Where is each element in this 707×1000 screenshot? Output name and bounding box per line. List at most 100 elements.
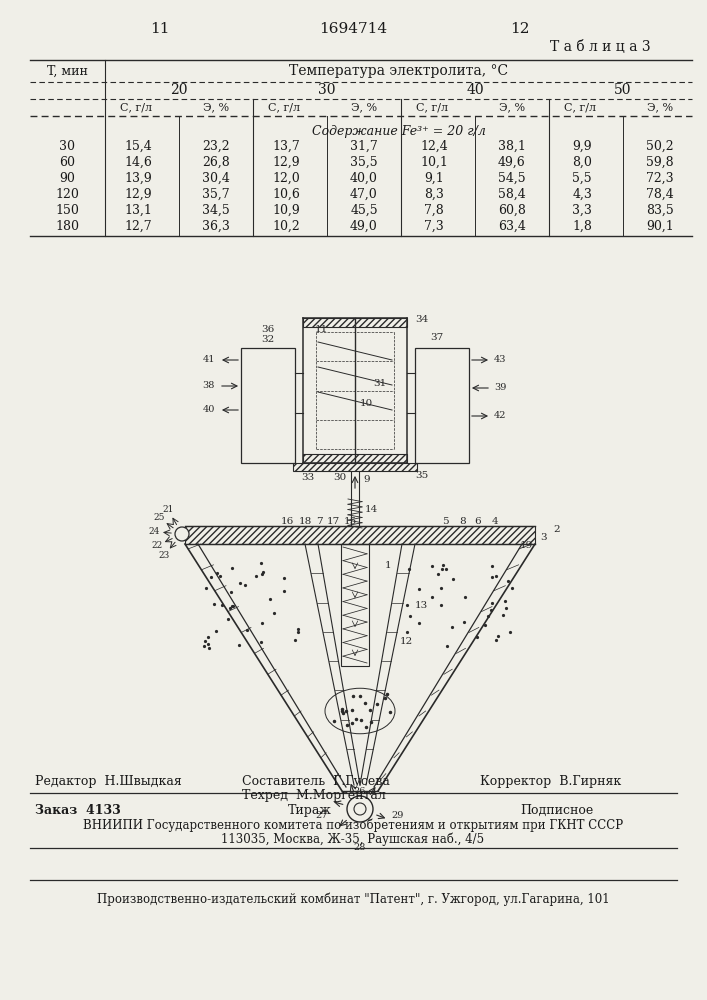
- Text: 21: 21: [163, 505, 174, 514]
- Text: 11: 11: [315, 326, 328, 334]
- Text: 24: 24: [148, 527, 160, 536]
- Circle shape: [175, 527, 189, 541]
- Text: Составитель  Г.Гусева: Составитель Г.Гусева: [242, 775, 390, 788]
- Text: 35: 35: [415, 471, 428, 480]
- Text: Э, %: Э, %: [203, 103, 229, 112]
- Text: 60: 60: [59, 155, 76, 168]
- Text: 10,2: 10,2: [272, 220, 300, 232]
- Text: 40,0: 40,0: [350, 172, 378, 184]
- Text: Э, %: Э, %: [351, 103, 377, 112]
- Text: 13,1: 13,1: [124, 204, 152, 217]
- Text: 40: 40: [203, 406, 215, 414]
- Text: 42: 42: [494, 412, 506, 420]
- Text: 16: 16: [281, 516, 293, 526]
- Text: 4: 4: [491, 516, 498, 526]
- Text: 14: 14: [365, 504, 378, 514]
- Text: 27: 27: [316, 810, 328, 820]
- Text: 12: 12: [400, 637, 414, 646]
- Text: 83,5: 83,5: [646, 204, 674, 217]
- Text: ВНИИПИ Государственного комитета по изобретениям и открытиям при ГКНТ СССР: ВНИИПИ Государственного комитета по изоб…: [83, 819, 623, 832]
- Text: 9: 9: [363, 475, 370, 484]
- Text: 20: 20: [170, 84, 188, 98]
- Text: 17: 17: [327, 516, 339, 526]
- Bar: [185, 526, 535, 544]
- Text: 15,4: 15,4: [124, 139, 152, 152]
- Bar: [293, 463, 417, 471]
- Text: 31: 31: [373, 378, 386, 387]
- Text: 29: 29: [392, 810, 404, 820]
- Text: 41: 41: [202, 356, 215, 364]
- Text: Производственно-издательский комбинат "Патент", г. Ужгород, ул.Гагарина, 101: Производственно-издательский комбинат "П…: [97, 892, 609, 906]
- Text: 19: 19: [520, 542, 533, 550]
- Circle shape: [347, 796, 373, 822]
- Text: 1: 1: [385, 562, 392, 570]
- Text: 9,1: 9,1: [424, 172, 444, 184]
- Text: 30: 30: [318, 84, 336, 98]
- Text: 49,0: 49,0: [350, 220, 378, 232]
- Text: 47,0: 47,0: [350, 188, 378, 200]
- Text: 49,6: 49,6: [498, 155, 526, 168]
- Text: 33: 33: [301, 473, 314, 482]
- Text: 113035, Москва, Ж-35, Раушская наб., 4/5: 113035, Москва, Ж-35, Раушская наб., 4/5: [221, 832, 484, 846]
- Text: 12,0: 12,0: [272, 172, 300, 184]
- Text: Тираж: Тираж: [288, 804, 332, 817]
- Text: 78,4: 78,4: [646, 188, 674, 200]
- Text: 3: 3: [540, 534, 547, 542]
- Text: Э, %: Э, %: [499, 103, 525, 112]
- Text: 54,5: 54,5: [498, 172, 526, 184]
- Text: 1694714: 1694714: [319, 22, 387, 36]
- Text: Температура электролита, °C: Температура электролита, °C: [289, 64, 508, 78]
- Text: 23: 23: [158, 551, 170, 560]
- Text: С, г/л: С, г/л: [564, 103, 596, 112]
- Text: Э, %: Э, %: [647, 103, 673, 112]
- Text: 150: 150: [56, 204, 79, 217]
- Text: 37: 37: [431, 334, 443, 342]
- Text: 50,2: 50,2: [646, 139, 674, 152]
- Text: 22: 22: [151, 541, 162, 550]
- Text: 12,4: 12,4: [421, 139, 448, 152]
- Text: 23,2: 23,2: [202, 139, 230, 152]
- Text: 10,9: 10,9: [272, 204, 300, 217]
- Text: 10: 10: [360, 398, 373, 408]
- Text: Подписное: Подписное: [520, 804, 593, 817]
- Text: 120: 120: [56, 188, 79, 200]
- Text: 72,3: 72,3: [646, 172, 674, 184]
- Text: 180: 180: [56, 220, 79, 232]
- Text: С, г/л: С, г/л: [120, 103, 152, 112]
- Text: 4,3: 4,3: [573, 188, 592, 200]
- Text: 18: 18: [298, 516, 312, 526]
- Text: 13,7: 13,7: [272, 139, 300, 152]
- Text: 28: 28: [354, 842, 366, 852]
- Text: 34,5: 34,5: [202, 204, 230, 217]
- Text: 8: 8: [460, 516, 467, 526]
- Text: 35,5: 35,5: [350, 155, 378, 168]
- Text: 7: 7: [316, 516, 322, 526]
- Bar: [241, 348, 295, 463]
- Text: 30: 30: [333, 473, 346, 482]
- Text: 45,5: 45,5: [350, 204, 378, 217]
- Text: 5,5: 5,5: [573, 172, 592, 184]
- Text: Корректор  В.Гирняк: Корректор В.Гирняк: [480, 775, 621, 788]
- Text: 12,9: 12,9: [272, 155, 300, 168]
- Text: Техред  М.Моргентал: Техред М.Моргентал: [242, 789, 386, 802]
- Text: 13,9: 13,9: [124, 172, 152, 184]
- Bar: [341, 544, 369, 666]
- Text: 26: 26: [354, 786, 366, 796]
- Text: 26,8: 26,8: [202, 155, 230, 168]
- Text: 10,1: 10,1: [421, 155, 448, 168]
- Text: 8,3: 8,3: [424, 188, 444, 200]
- Text: 38,1: 38,1: [498, 139, 526, 152]
- Text: 36,3: 36,3: [202, 220, 230, 232]
- Text: 31,7: 31,7: [350, 139, 378, 152]
- Text: 9,9: 9,9: [573, 139, 592, 152]
- Text: 90,1: 90,1: [646, 220, 674, 232]
- Text: 36: 36: [262, 326, 274, 334]
- Text: 32: 32: [262, 336, 274, 344]
- Text: 1,8: 1,8: [573, 220, 592, 232]
- Text: 12: 12: [510, 22, 530, 36]
- Text: 2: 2: [553, 524, 560, 534]
- Text: 3,3: 3,3: [573, 204, 592, 217]
- Text: 12,9: 12,9: [124, 188, 152, 200]
- Text: Т а б л и ц а 3: Т а б л и ц а 3: [549, 40, 650, 54]
- Text: С, г/л: С, г/л: [268, 103, 300, 112]
